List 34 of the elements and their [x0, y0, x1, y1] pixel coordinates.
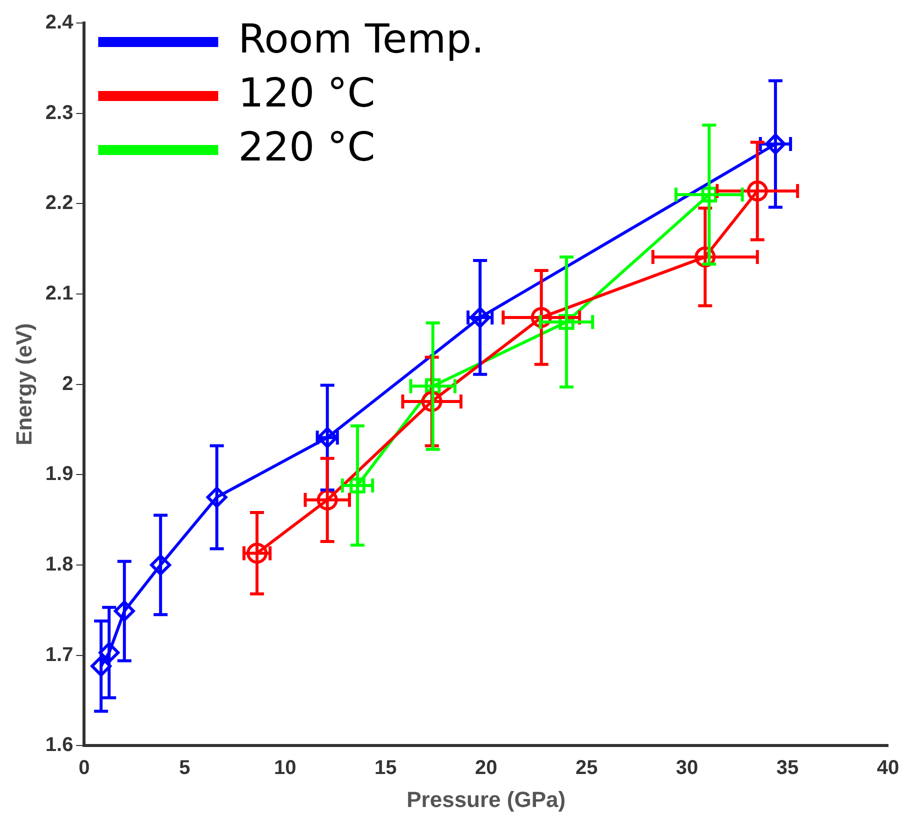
legend-label: 220 °C [238, 124, 376, 170]
point [150, 554, 172, 576]
point [98, 642, 120, 664]
legend-label: 120 °C [238, 70, 376, 116]
y-axis-title: Energy (eV) [11, 323, 36, 446]
point [90, 656, 112, 677]
y-tick-label: 1.9 [45, 463, 74, 486]
y-tick-label: 2 [62, 372, 74, 395]
y-tick-label: 2.3 [45, 102, 74, 124]
point [316, 427, 338, 448]
point [764, 134, 786, 155]
y-tick-label: 2.1 [45, 282, 74, 304]
y-tick-label: 2.4 [45, 12, 74, 34]
point [246, 542, 268, 564]
y-tick-label: 2.2 [45, 192, 74, 214]
y-tick-label: 1.8 [45, 553, 74, 576]
point [114, 600, 135, 622]
x-tick-label: 35 [776, 757, 799, 780]
point [470, 306, 491, 328]
x-tick-label: 40 [876, 757, 900, 780]
x-tick-label: 25 [575, 757, 598, 780]
y-tick-label: 1.7 [45, 644, 74, 666]
x-tick-label: 30 [676, 757, 698, 780]
x-tick-label: 20 [474, 757, 498, 780]
x-tick-label: 5 [179, 757, 190, 780]
x-tick-label: 15 [374, 757, 397, 780]
point [350, 478, 366, 494]
x-tick-label: 0 [78, 757, 90, 780]
x-axis-title: Pressure (GPa) [406, 786, 566, 812]
x-tick-label: 10 [274, 757, 296, 780]
point [746, 180, 768, 202]
point [206, 486, 228, 508]
y-tick-label: 1.6 [45, 734, 74, 756]
legend-label: Room Temp. [238, 16, 484, 62]
